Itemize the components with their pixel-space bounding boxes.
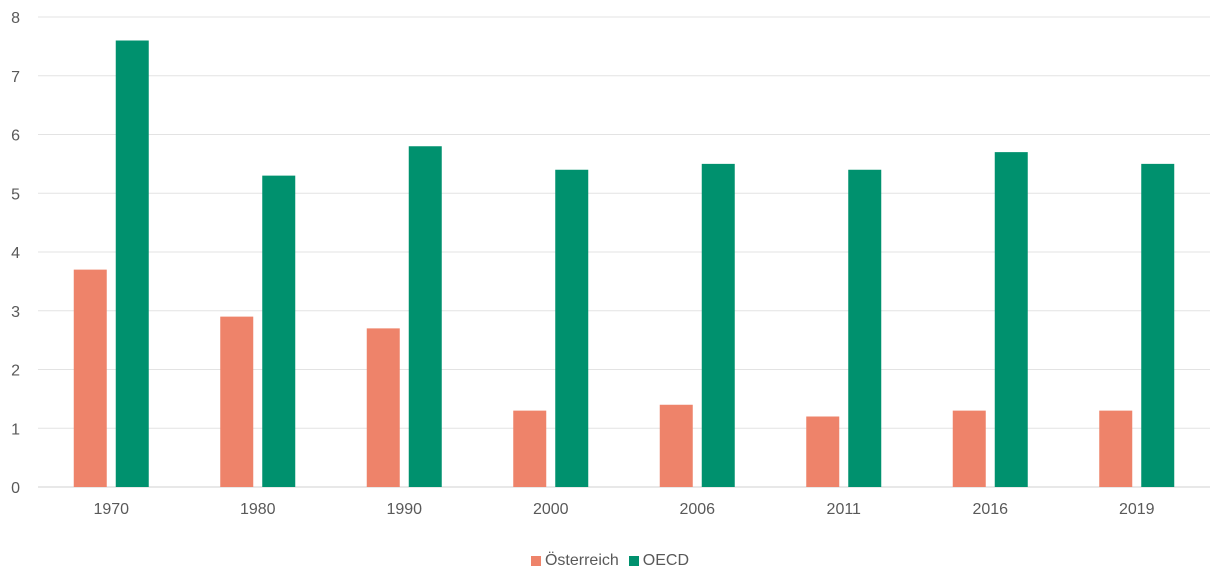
bar-oesterreich-1990 [366, 328, 400, 487]
bars [73, 40, 1175, 487]
x-tick-label: 1980 [240, 501, 276, 518]
bar-oecd-2006 [701, 163, 735, 487]
legend-label-oesterreich: Österreich [544, 552, 619, 569]
bar-oesterreich-1970 [73, 269, 107, 487]
x-tick-label: 2016 [972, 501, 1008, 518]
y-tick-label: 5 [11, 186, 20, 203]
legend-swatch-oecd [628, 556, 639, 566]
bar-oesterreich-2011 [806, 416, 840, 487]
y-tick-label: 8 [11, 10, 20, 27]
bar-oesterreich-2000 [513, 410, 547, 487]
bar-oecd-2016 [994, 152, 1028, 487]
bar-oecd-1970 [115, 40, 149, 487]
legend: Österreich OECD [0, 552, 1220, 570]
legend-swatch-oesterreich [530, 556, 541, 566]
y-tick-label: 1 [11, 421, 20, 438]
y-tick-label: 6 [11, 128, 20, 145]
bar-oecd-1990 [408, 146, 442, 487]
bar-oecd-2019 [1141, 163, 1175, 487]
x-axis-ticks: 1970 1980 1990 2000 2006 2011 2016 2019 [93, 501, 1154, 518]
bar-oesterreich-2019 [1099, 410, 1133, 487]
legend-item-oecd: OECD [628, 552, 690, 570]
bar-oecd-2000 [555, 169, 589, 487]
bar-oecd-2011 [848, 169, 882, 487]
y-tick-label: 0 [11, 480, 20, 497]
gridlines [38, 16, 1210, 488]
y-axis-ticks: 0 1 2 3 4 5 6 7 8 [11, 10, 20, 497]
x-tick-label: 1990 [386, 501, 422, 518]
x-tick-label: 2006 [679, 501, 715, 518]
y-tick-label: 3 [11, 304, 20, 321]
bar-oesterreich-2016 [952, 410, 986, 487]
x-tick-label: 2011 [827, 501, 862, 518]
legend-label-oecd: OECD [642, 552, 690, 569]
y-tick-label: 4 [11, 245, 20, 262]
y-tick-label: 7 [11, 69, 20, 86]
x-tick-label: 2019 [1119, 501, 1155, 518]
x-tick-label: 2000 [533, 501, 569, 518]
bar-oesterreich-1980 [220, 316, 254, 487]
bar-oesterreich-2006 [659, 404, 693, 487]
y-tick-label: 2 [11, 363, 20, 380]
x-tick-label: 1970 [93, 501, 129, 518]
bar-oecd-1980 [262, 175, 296, 487]
legend-item-oesterreich: Österreich [530, 552, 619, 570]
